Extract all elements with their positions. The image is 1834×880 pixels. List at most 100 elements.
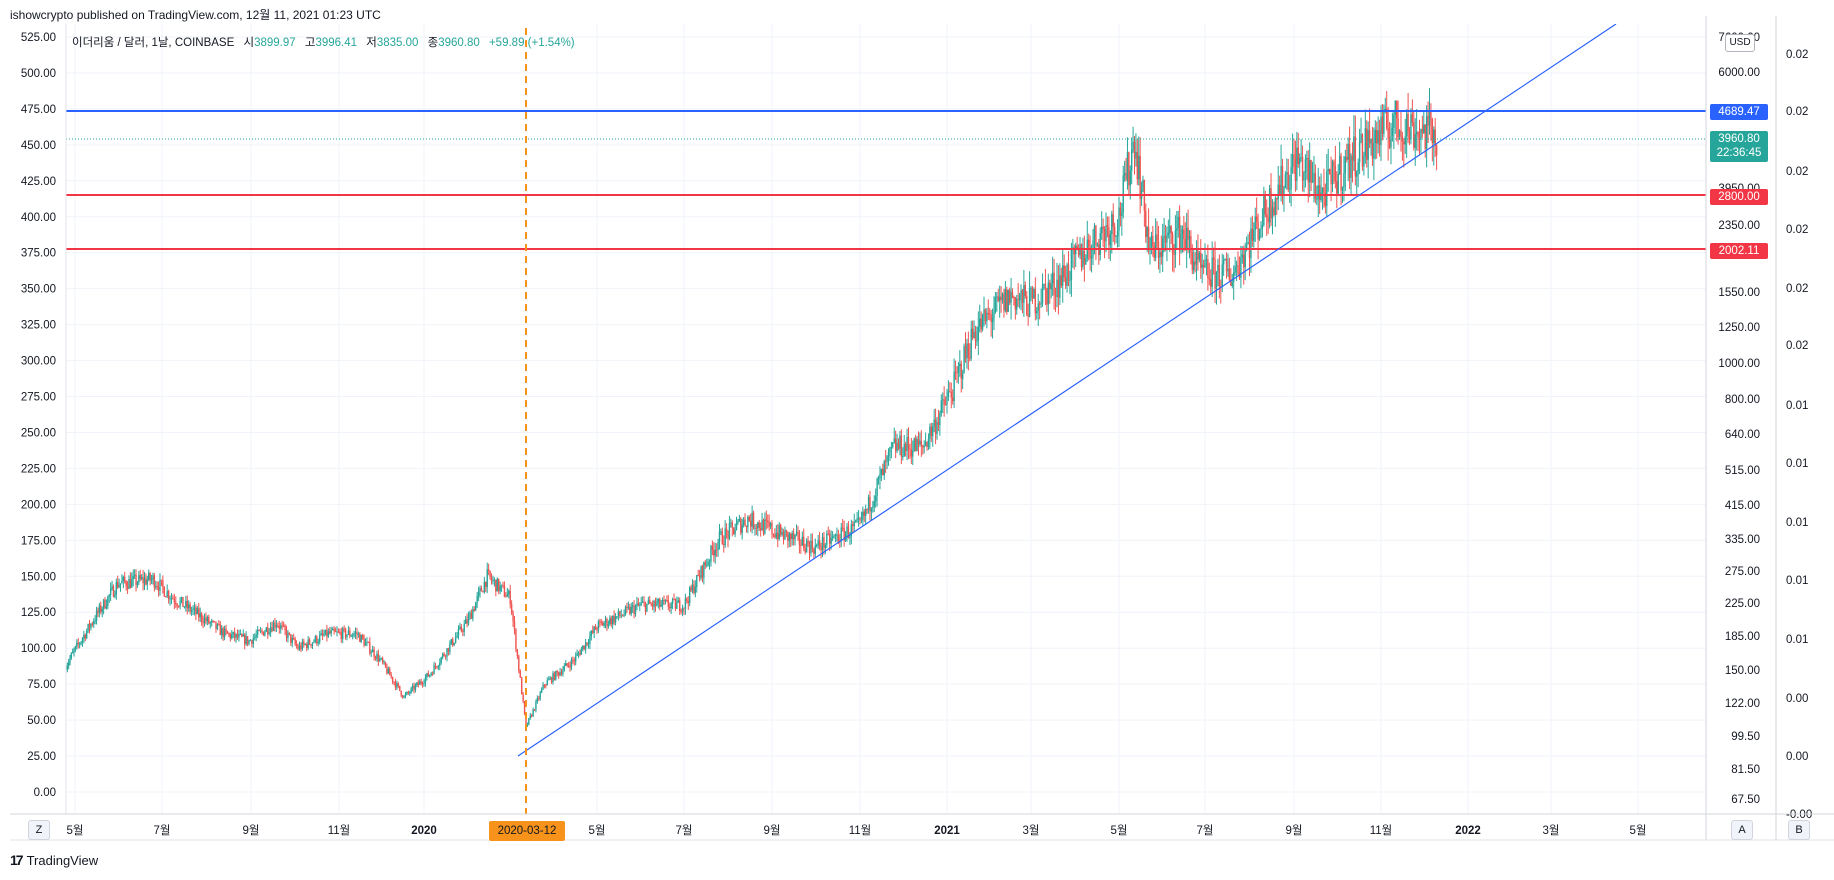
candle-body	[1123, 173, 1126, 176]
level-badge-top[interactable]: 4689.47	[1710, 104, 1768, 120]
candle-body	[535, 701, 537, 710]
marked-date-badge[interactable]: 2020-03-12	[489, 821, 565, 841]
candle-body	[515, 629, 517, 650]
candle-body	[185, 600, 187, 607]
candle-body	[300, 645, 302, 650]
candle-body	[490, 577, 493, 581]
candle-body	[293, 637, 295, 640]
candle-body	[582, 645, 584, 650]
candle-body	[870, 507, 873, 512]
candle-body	[301, 641, 304, 650]
candle-body	[259, 630, 262, 632]
zoom-button[interactable]: Z	[28, 820, 50, 840]
candle-body	[731, 522, 733, 528]
candle-body	[406, 692, 408, 695]
candle-body	[91, 623, 94, 625]
candle-body	[403, 696, 405, 698]
candle-body	[800, 544, 802, 546]
right-price-axis[interactable]: 7600.006000.003950.002350.001550.001250.…	[1718, 32, 1760, 806]
candle-body	[454, 637, 457, 643]
candle-body	[275, 625, 278, 628]
close-value: 3960.80	[438, 37, 480, 49]
candle-body	[576, 653, 578, 656]
time-axis[interactable]: 5월 7월 9월 11월 2020 5월 7월 9월 11월 2021 3월 5월 7월 9월 11월 202…	[67, 824, 1647, 837]
candle-body	[623, 614, 625, 616]
candle-body	[1036, 310, 1038, 314]
candle-body	[680, 611, 682, 613]
candle-body	[1381, 116, 1384, 134]
candle-body	[782, 531, 785, 540]
candle-body	[536, 698, 539, 702]
candle-body	[759, 527, 762, 531]
candle-body	[1348, 143, 1351, 178]
candle-body	[317, 641, 319, 644]
footer-brand[interactable]: 17 TradingView	[10, 852, 98, 868]
candle-body	[167, 591, 170, 599]
far-right-axis[interactable]: 0.02 0.02 0.02 0.02 0.02 0.02 0.01 0.01 0.01 0.01…	[1786, 49, 1812, 821]
last-price-badge[interactable]: 3960.80 22:36:45	[1710, 131, 1768, 162]
candle-body	[248, 640, 250, 644]
candle-body	[548, 679, 550, 681]
candle-body	[444, 655, 447, 657]
candle-body	[876, 478, 878, 496]
candle-body	[1108, 227, 1110, 246]
candle-body	[143, 578, 146, 584]
candle-body	[788, 533, 791, 541]
candle-body	[886, 456, 888, 462]
candle-body	[456, 635, 458, 638]
level-badge-mid[interactable]: 2800.00	[1710, 189, 1768, 205]
candle-body	[374, 656, 377, 659]
candle-body	[698, 575, 701, 578]
level-badge-low[interactable]: 2002.11	[1710, 243, 1768, 259]
candle-body	[397, 683, 400, 686]
candle-body	[1267, 217, 1269, 223]
candle-body	[347, 630, 350, 635]
candle-body	[660, 604, 662, 607]
candle-body	[1368, 130, 1371, 144]
currency-button[interactable]: USD	[1725, 34, 1755, 52]
candle-body	[1394, 100, 1396, 116]
candle-body	[310, 644, 312, 646]
candle-body	[140, 577, 143, 579]
candle-body	[376, 653, 378, 659]
candle-body	[725, 528, 728, 532]
b-scale-button[interactable]: B	[1788, 820, 1810, 840]
candle-body	[1344, 156, 1347, 174]
candle-body	[1384, 108, 1386, 112]
candles	[66, 88, 1438, 728]
candle-body	[600, 621, 602, 623]
candle-body	[1224, 258, 1226, 261]
candle-body	[192, 609, 194, 611]
candle-body	[1324, 193, 1327, 207]
candle-body	[791, 533, 793, 540]
candle-body	[284, 625, 286, 631]
candle-body	[616, 616, 618, 618]
candle-body	[873, 501, 875, 507]
candle-body	[274, 622, 276, 628]
candle-body	[869, 497, 871, 512]
candle-body	[798, 532, 801, 545]
candle-body	[1211, 257, 1213, 287]
candle-body	[1343, 173, 1345, 187]
candle-body	[80, 641, 82, 644]
candle-body	[543, 684, 546, 686]
candle-body	[1271, 207, 1274, 219]
candle-body	[906, 437, 908, 451]
candle-body	[666, 600, 668, 602]
candle-body	[944, 404, 947, 406]
auto-scale-button[interactable]: A	[1731, 820, 1753, 840]
candle-body	[896, 443, 898, 451]
candle-body	[1281, 165, 1284, 196]
candle-body	[340, 632, 342, 640]
candle-body	[396, 683, 398, 688]
candle-body	[243, 634, 246, 645]
candle-body	[133, 574, 136, 576]
candle-body	[609, 618, 611, 624]
candle-body	[1424, 124, 1426, 149]
brand-name: TradingView	[26, 852, 99, 868]
drawings[interactable]	[66, 24, 1706, 814]
grid	[66, 24, 1706, 814]
candle-body	[1414, 134, 1416, 148]
candle-body	[102, 599, 105, 609]
